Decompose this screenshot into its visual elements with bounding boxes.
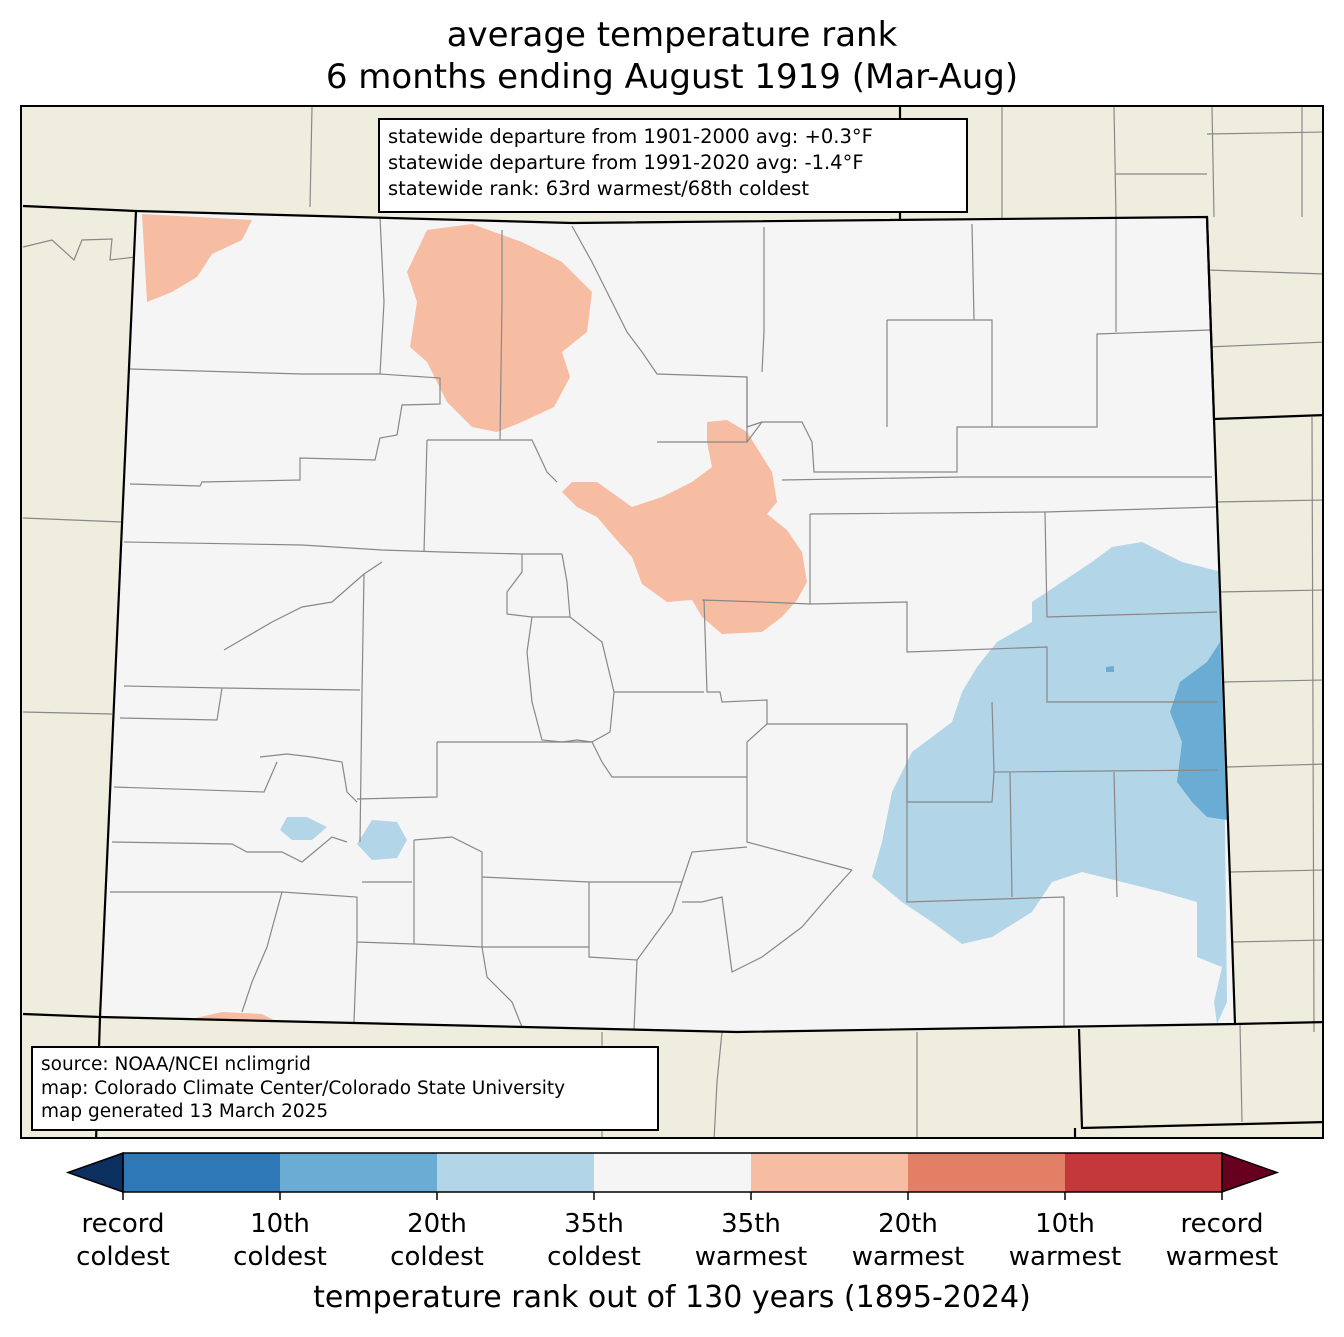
warm-region-front-range: [562, 420, 807, 634]
county-lines: [110, 216, 1218, 1031]
tick-label-line2: warmest: [851, 1242, 965, 1272]
colorbar-ticks: [122, 1192, 1223, 1200]
colorbar-tick-label: 10th coldest: [190, 1208, 370, 1274]
map-title-line1: average temperature rank: [446, 15, 898, 55]
colorbar-bin-4: [594, 1153, 752, 1192]
tick-label-line1: 10th: [250, 1209, 310, 1239]
colorbar-under-arrow: [65, 1151, 124, 1194]
stats-line-rank: statewide rank: 63rd warmest/68th coldes…: [388, 177, 809, 200]
colorbar-tick-label: 10th warmest: [975, 1208, 1155, 1274]
tick-label-line1: 10th: [1035, 1209, 1095, 1239]
tick-label-line2: warmest: [694, 1242, 808, 1272]
colorbar-title: temperature rank out of 130 years (1895-…: [313, 1280, 1031, 1315]
colorbar-tick-label: record warmest: [1132, 1208, 1312, 1274]
cool-region-speck: [1106, 666, 1114, 672]
colorado-map: [22, 107, 1322, 1137]
warm-region-northwest: [142, 214, 252, 302]
colorbar-bin-1: [123, 1153, 281, 1192]
tick-label-line1: 35th: [564, 1209, 624, 1239]
cool-region-east-darker: [1170, 642, 1227, 820]
colorbar-outline: [122, 1152, 1223, 1193]
tick-label-line2: warmest: [1008, 1242, 1122, 1272]
tick-label-line2: coldest: [547, 1242, 641, 1272]
rank-shading: [142, 214, 1227, 1024]
stats-line-1991-2020: statewide departure from 1991-2020 avg: …: [388, 151, 864, 174]
colorbar-bin-5: [751, 1153, 909, 1192]
colorbar-tick-label: 35th warmest: [661, 1208, 841, 1274]
tick-label-line1: record: [81, 1209, 165, 1239]
tick-label-line2: coldest: [233, 1242, 327, 1272]
colorbar-tick-label: 35th coldest: [504, 1208, 684, 1274]
colorbar-bin-2: [280, 1153, 438, 1192]
colorbar-tick-label: 20th coldest: [347, 1208, 527, 1274]
colorbar-over-arrow: [1221, 1151, 1280, 1194]
tick-label-line1: 20th: [878, 1209, 938, 1239]
source-credit-box: source: NOAA/NCEI nclimgrid map: Colorad…: [31, 1046, 659, 1131]
tick-label-line1: 20th: [407, 1209, 467, 1239]
colorbar-tick-label: record coldest: [33, 1208, 213, 1274]
source-line: source: NOAA/NCEI nclimgrid: [41, 1054, 311, 1075]
colorbar-bin-6: [908, 1153, 1066, 1192]
map-panel: [20, 105, 1324, 1139]
colorbar-tick-label: 20th warmest: [818, 1208, 998, 1274]
colorbar: [65, 1151, 1280, 1200]
tick-label-line1: 35th: [721, 1209, 781, 1239]
cool-region-southwest-1: [280, 817, 327, 840]
tick-label-line2: coldest: [76, 1242, 170, 1272]
map-title-line2: 6 months ending August 1919 (Mar-Aug): [325, 57, 1019, 97]
colorbar-bin-7: [1065, 1153, 1223, 1192]
warm-region-north-central: [407, 224, 592, 432]
stats-line-1901-2000: statewide departure from 1901-2000 avg: …: [388, 125, 873, 148]
colorbar-bins: [123, 1153, 1223, 1192]
colorbar-bin-3: [437, 1153, 595, 1192]
cool-region-southeast: [872, 542, 1227, 1024]
map-credit-line: map: Colorado Climate Center/Colorado St…: [41, 1077, 566, 1099]
tick-label-line2: warmest: [1165, 1242, 1279, 1272]
cool-region-southwest-2: [357, 820, 407, 860]
tick-label-line1: record: [1180, 1209, 1264, 1239]
tick-label-line2: coldest: [390, 1242, 484, 1272]
statewide-stats-box: statewide departure from 1901-2000 avg: …: [378, 118, 968, 213]
generated-date-line: map generated 13 March 2025: [41, 1101, 329, 1122]
